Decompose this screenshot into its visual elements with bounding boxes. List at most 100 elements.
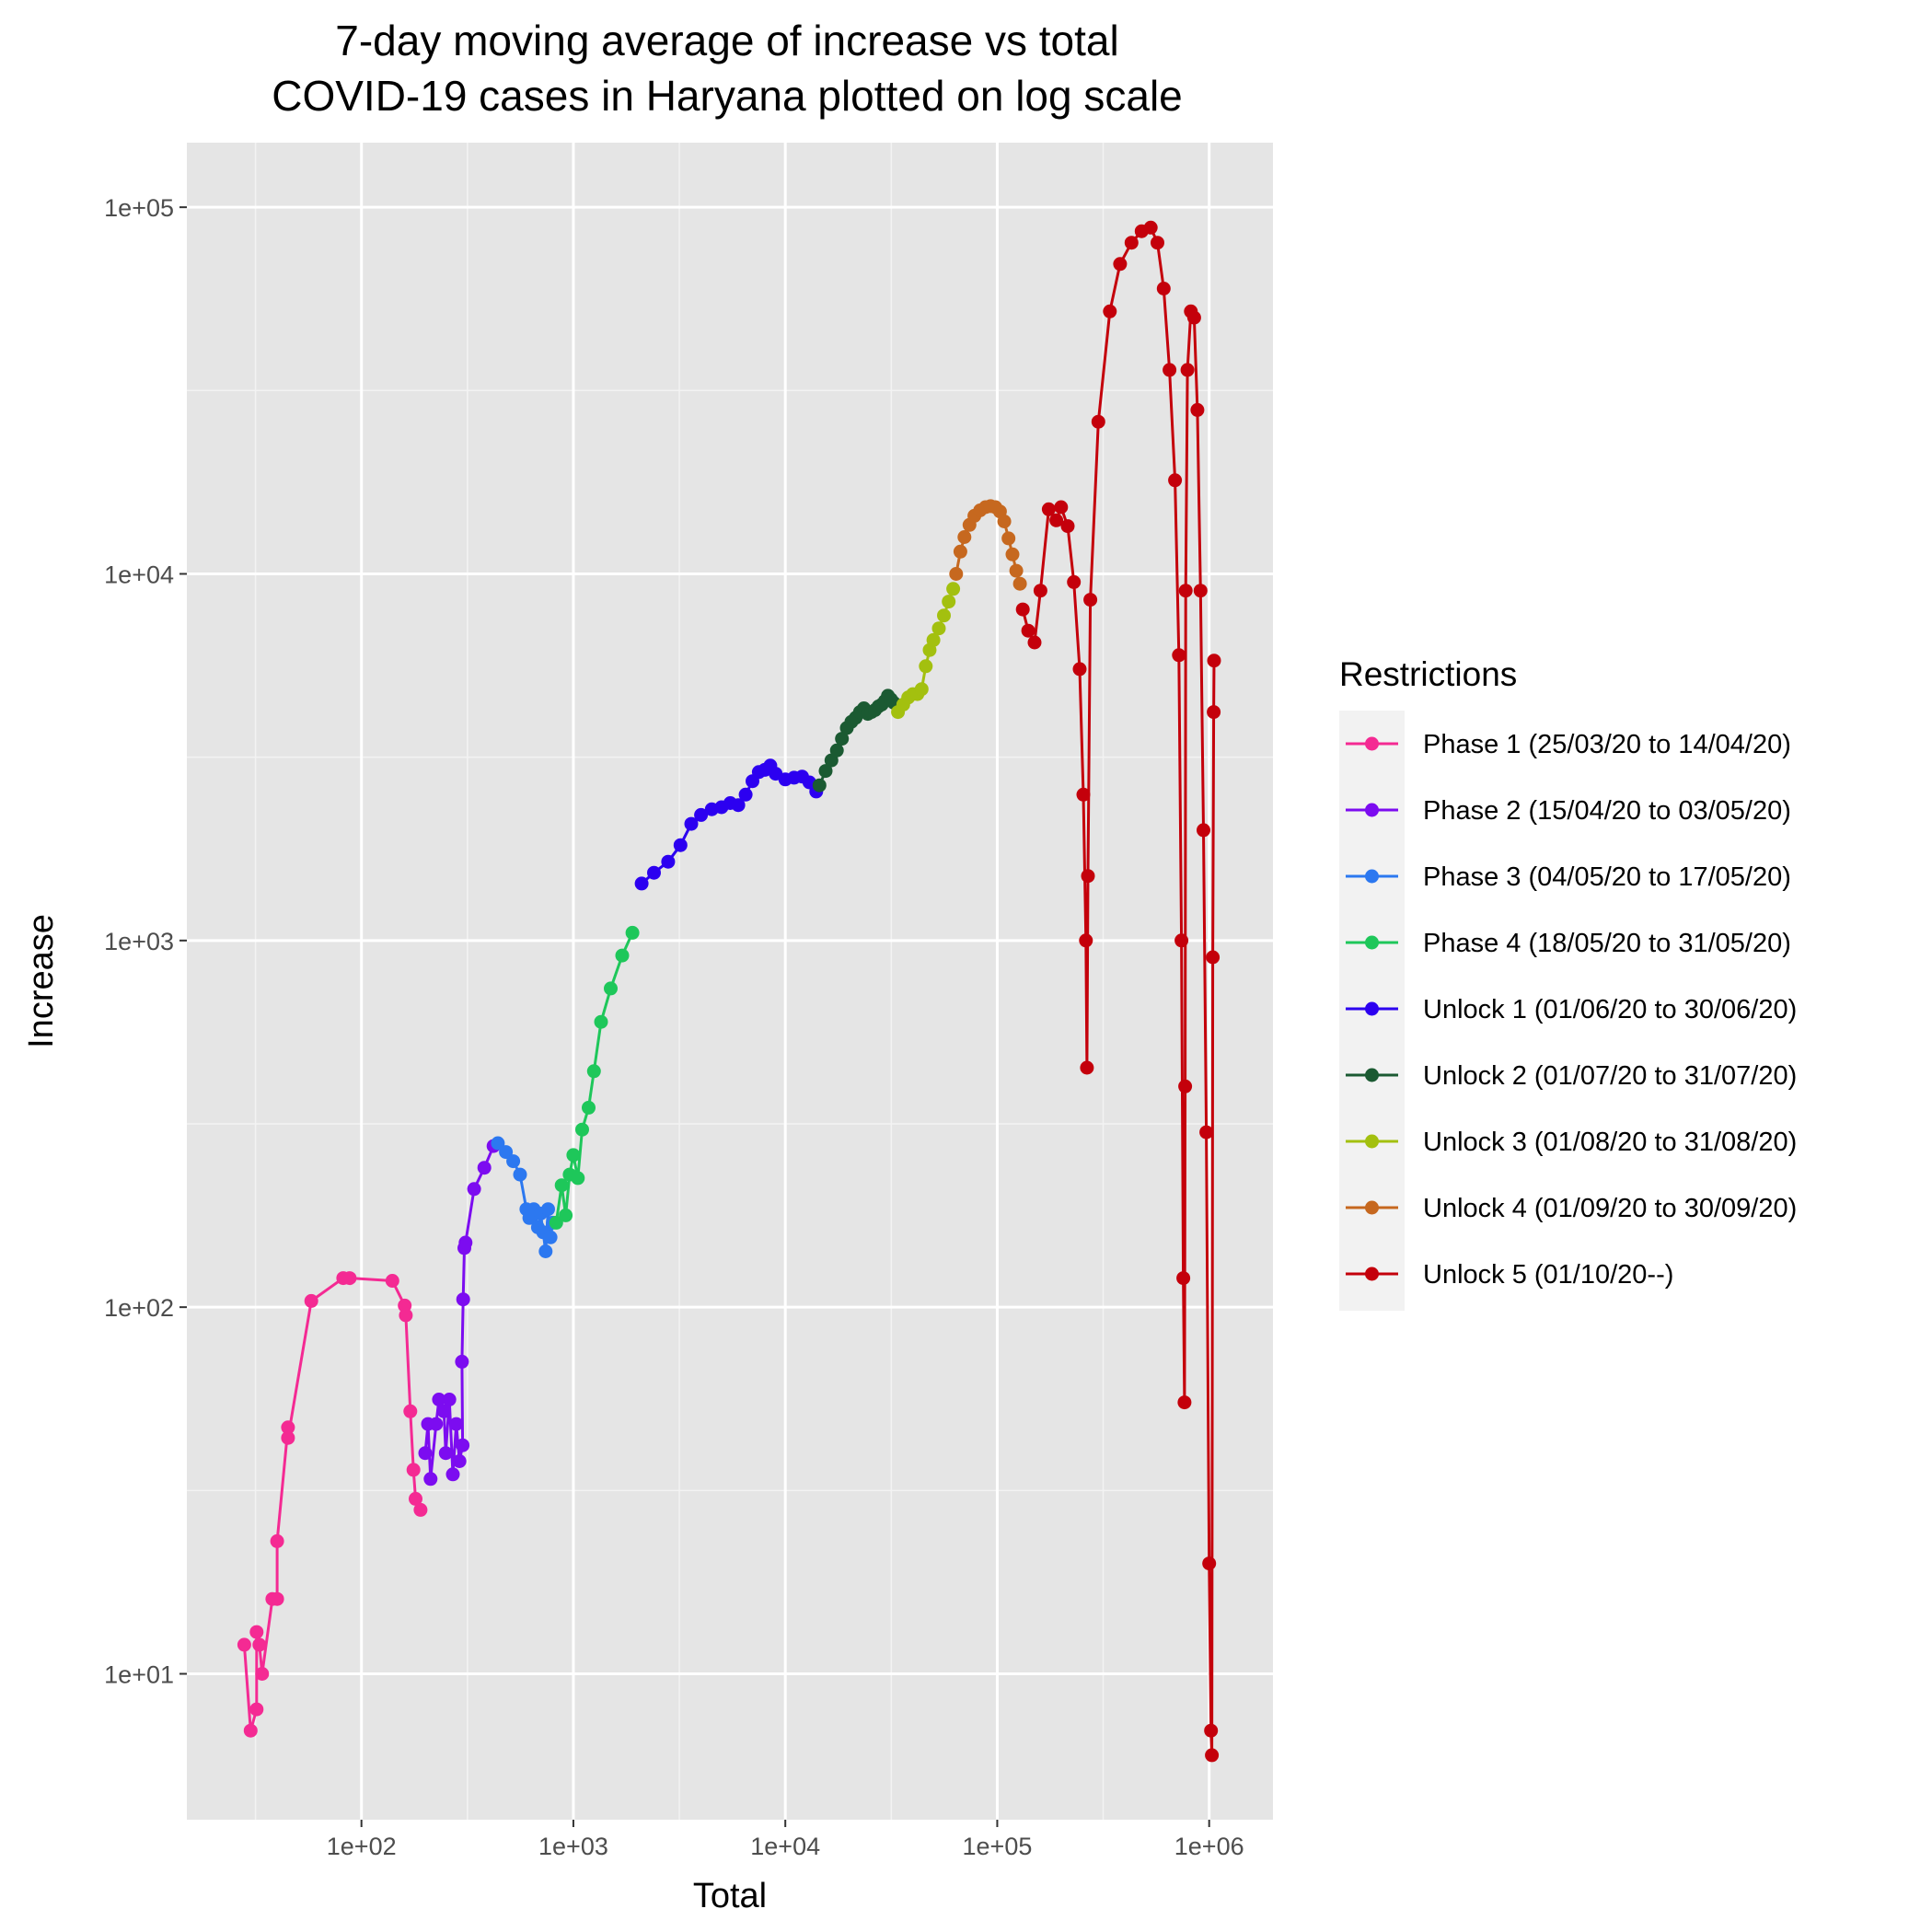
data-point <box>1151 236 1164 250</box>
chart-title-line-2: COVID-19 cases in Haryana plotted on log… <box>272 72 1183 120</box>
y-tick-label: 1e+01 <box>104 1660 174 1688</box>
legend-label: Phase 1 (25/03/20 to 14/04/20) <box>1423 730 1791 759</box>
data-point <box>1033 584 1047 598</box>
legend-label: Phase 2 (15/04/20 to 03/05/20) <box>1423 796 1791 826</box>
data-point <box>1156 282 1171 295</box>
data-point <box>946 582 961 596</box>
series-6 <box>891 582 961 720</box>
data-point <box>249 1702 264 1717</box>
data-point <box>549 1215 563 1230</box>
series-1 <box>418 1139 501 1487</box>
data-point <box>409 1491 422 1506</box>
data-series <box>237 220 1221 1763</box>
data-point <box>1193 584 1208 598</box>
data-point <box>1067 574 1082 589</box>
data-point <box>1163 363 1177 377</box>
data-point <box>342 1271 357 1286</box>
legend-label: Unlock 4 (01/09/20 to 30/09/20) <box>1423 1194 1797 1223</box>
data-point <box>634 876 649 891</box>
data-point <box>554 1178 569 1193</box>
data-point <box>249 1625 264 1639</box>
data-point <box>406 1463 421 1477</box>
data-point <box>281 1420 295 1435</box>
chart-title-line-1: 7-day moving average of increase vs tota… <box>335 17 1118 64</box>
legend-key-point <box>1365 869 1379 884</box>
y-tick-label: 1e+03 <box>104 928 174 955</box>
data-point <box>455 1354 469 1369</box>
data-point <box>413 1502 428 1517</box>
data-point <box>661 854 676 869</box>
data-point <box>1177 1395 1192 1410</box>
data-point <box>1021 623 1035 638</box>
data-point <box>1005 547 1020 561</box>
legend-item: Phase 2 (15/04/20 to 03/05/20) <box>1346 796 1791 826</box>
data-point <box>1001 531 1016 546</box>
data-point <box>237 1637 251 1652</box>
y-tick-label: 1e+02 <box>104 1294 174 1322</box>
data-point <box>491 1136 505 1151</box>
data-point <box>1015 602 1030 617</box>
data-point <box>731 798 746 813</box>
data-point <box>738 787 753 802</box>
data-point <box>543 1230 558 1244</box>
data-point <box>1113 257 1128 272</box>
data-point <box>1041 502 1056 516</box>
data-point <box>270 1591 284 1606</box>
data-point <box>942 595 956 609</box>
legend: Restrictions Phase 1 (25/03/20 to 14/04/… <box>1339 655 1797 1311</box>
legend-label: Phase 4 (18/05/20 to 31/05/20) <box>1423 929 1791 958</box>
data-point <box>1207 654 1221 668</box>
y-axis-title: Increase <box>22 914 61 1048</box>
y-tick-label: 1e+05 <box>104 194 174 222</box>
data-point <box>1027 635 1042 650</box>
data-point <box>1178 584 1193 598</box>
data-point <box>1174 933 1189 948</box>
data-point <box>1091 414 1105 429</box>
data-point <box>1206 950 1221 965</box>
series-5 <box>812 688 901 792</box>
legend-item: Unlock 2 (01/07/20 to 31/07/20) <box>1346 1061 1797 1091</box>
data-point <box>1080 1060 1094 1075</box>
data-point <box>647 865 661 880</box>
data-point <box>403 1404 418 1418</box>
data-point <box>1168 473 1183 488</box>
data-point <box>445 1467 460 1482</box>
legend-item: Unlock 3 (01/08/20 to 31/08/20) <box>1346 1128 1797 1157</box>
data-point <box>997 515 1012 528</box>
series-7 <box>949 499 1027 591</box>
y-tick-label: 1e+04 <box>104 561 174 588</box>
data-point <box>1205 1748 1220 1763</box>
x-tick-label: 1e+02 <box>327 1833 397 1860</box>
legend-title: Restrictions <box>1339 655 1517 693</box>
legend-label: Phase 3 (04/05/20 to 17/05/20) <box>1423 862 1791 892</box>
x-tick-label: 1e+05 <box>963 1833 1033 1860</box>
data-point <box>1180 363 1195 377</box>
data-point <box>1204 1723 1219 1738</box>
data-point <box>1060 519 1075 534</box>
legend-item: Unlock 5 (01/10/20--) <box>1346 1260 1673 1290</box>
x-axis-title: Total <box>693 1877 767 1915</box>
legend-key-point <box>1365 1068 1379 1082</box>
data-point <box>1143 220 1158 235</box>
data-point <box>818 764 833 779</box>
data-point <box>1054 500 1069 515</box>
data-point <box>949 567 964 581</box>
data-point <box>438 1446 453 1461</box>
data-point <box>458 1235 473 1250</box>
data-point <box>429 1417 444 1431</box>
data-point <box>432 1393 446 1406</box>
data-point <box>1176 1271 1191 1286</box>
data-point <box>477 1161 492 1175</box>
data-point <box>499 1145 514 1160</box>
data-point <box>467 1182 481 1197</box>
data-point <box>538 1244 553 1258</box>
legend-label: Unlock 2 (01/07/20 to 31/07/20) <box>1423 1061 1797 1091</box>
legend-item: Unlock 4 (01/09/20 to 30/09/20) <box>1346 1194 1797 1223</box>
legend-label: Unlock 3 (01/08/20 to 31/08/20) <box>1423 1128 1797 1157</box>
legend-item: Phase 4 (18/05/20 to 31/05/20) <box>1346 929 1791 958</box>
x-tick-label: 1e+03 <box>538 1833 608 1860</box>
data-point <box>835 732 850 746</box>
data-point <box>575 1122 589 1137</box>
legend-key-point <box>1365 803 1379 817</box>
x-tick-label: 1e+06 <box>1174 1833 1244 1860</box>
